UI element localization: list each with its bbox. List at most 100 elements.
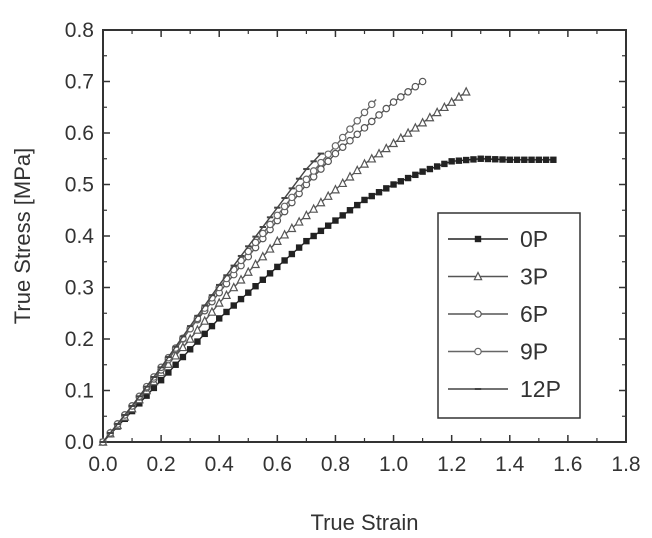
series-6p [99,77,427,446]
data-point-0p [419,168,426,175]
data-point-3p [432,107,442,117]
y-tick-label: 0.5 [65,174,94,197]
x-tick-label: 1.8 [611,453,640,476]
data-point-0p [361,196,368,204]
data-point-0p [143,392,150,399]
data-point-3p [461,86,471,96]
data-point-0p [136,400,143,407]
legend-marker-6p [474,310,482,318]
data-point-3p [200,315,210,325]
data-point-3p [454,91,464,101]
data-point-6p [411,82,420,91]
data-point-0p [433,163,441,170]
data-series [98,77,557,446]
data-point-3p [171,350,181,360]
data-point-3p [294,216,304,226]
data-point-0p [266,270,274,277]
data-point-3p [272,235,282,245]
data-point-9p [346,125,354,133]
data-point-3p [287,222,297,233]
data-point-0p [470,156,477,163]
y-tick-label: 0.2 [65,328,94,351]
data-point-0p [528,156,535,163]
data-point-0p [281,257,288,264]
data-point-9p [273,211,282,220]
y-axis-label: True Stress [MPa] [10,148,35,324]
data-point-0p [245,289,252,296]
data-point-0p [484,155,492,163]
data-point-3p [192,324,203,334]
data-point-9p [353,116,362,125]
data-point-0p [157,377,165,384]
data-point-6p [375,111,383,119]
data-point-3p [258,251,268,261]
data-point-3p [207,306,217,316]
data-point-0p [441,160,448,168]
legend-entry-9p: 9P [448,339,548,365]
data-point-0p [455,157,463,164]
data-point-3p [338,177,348,188]
data-point-0p [354,201,361,209]
data-point-9p [259,229,267,238]
legend: 0P 3P 6P 9P 12P [437,212,581,419]
legend-entry-12p: 12P [448,376,561,402]
x-tick-label: 1.0 [379,453,408,476]
data-point-3p [410,122,420,132]
data-point-3p [178,342,188,352]
data-point-6p [389,98,398,106]
data-point-3p [229,282,239,292]
data-point-3p [236,274,246,284]
legend-marker-9p [474,347,482,356]
data-point-9p [266,220,274,229]
y-tick-label: 0.1 [65,380,94,403]
data-point-0p [186,346,194,353]
x-tick-label: 0.4 [205,453,235,476]
axis-ticks: 0.0 0.2 0.4 0.6 0.8 1.0 1.2 1.4 1.6 1.8 0.0 0.1 0.2 0… [65,19,641,476]
series-line-3p [102,91,467,443]
data-point-9p [302,175,311,184]
data-point-9p [309,167,318,175]
data-point-6p [382,104,391,113]
data-point-0p [288,250,296,258]
data-point-3p [280,229,290,239]
y-tick-label: 0.8 [65,19,94,42]
data-point-0p [216,315,223,322]
data-point-6p [367,117,376,126]
data-point-0p [397,178,405,185]
data-point-0p [462,156,470,164]
data-point-3p [163,358,173,368]
series-0p [99,155,557,446]
data-point-3p [185,333,195,343]
data-point-6p [317,165,325,173]
data-point-0p [324,222,332,229]
data-point-0p [550,156,557,163]
data-point-3p [323,190,333,200]
series-12p [99,152,325,443]
data-point-0p [492,156,499,163]
data-point-3p [352,164,362,175]
data-point-0p [150,384,158,392]
data-point-9p [367,100,376,109]
series-3p [98,86,471,446]
data-point-0p [172,361,179,368]
data-point-9p [280,202,289,211]
data-point-0p [208,322,216,330]
legend-label-0p: 0P [520,226,548,252]
legend-marker-0p [474,235,482,243]
data-point-0p [404,174,412,182]
data-point-3p [359,158,370,168]
data-point-3p [418,117,428,127]
data-point-3p [403,127,413,137]
data-point-0p [165,369,172,376]
data-point-0p [230,302,237,309]
data-point-9p [288,193,296,202]
legend-label-9p: 9P [520,339,548,365]
data-point-0p [339,212,346,219]
data-point-0p [194,338,201,345]
data-point-3p [345,171,355,181]
data-point-3p [265,243,275,253]
data-point-3p [316,197,326,207]
x-tick-label: 0.0 [88,453,117,476]
data-point-0p [332,217,339,224]
data-point-6p [418,77,427,86]
